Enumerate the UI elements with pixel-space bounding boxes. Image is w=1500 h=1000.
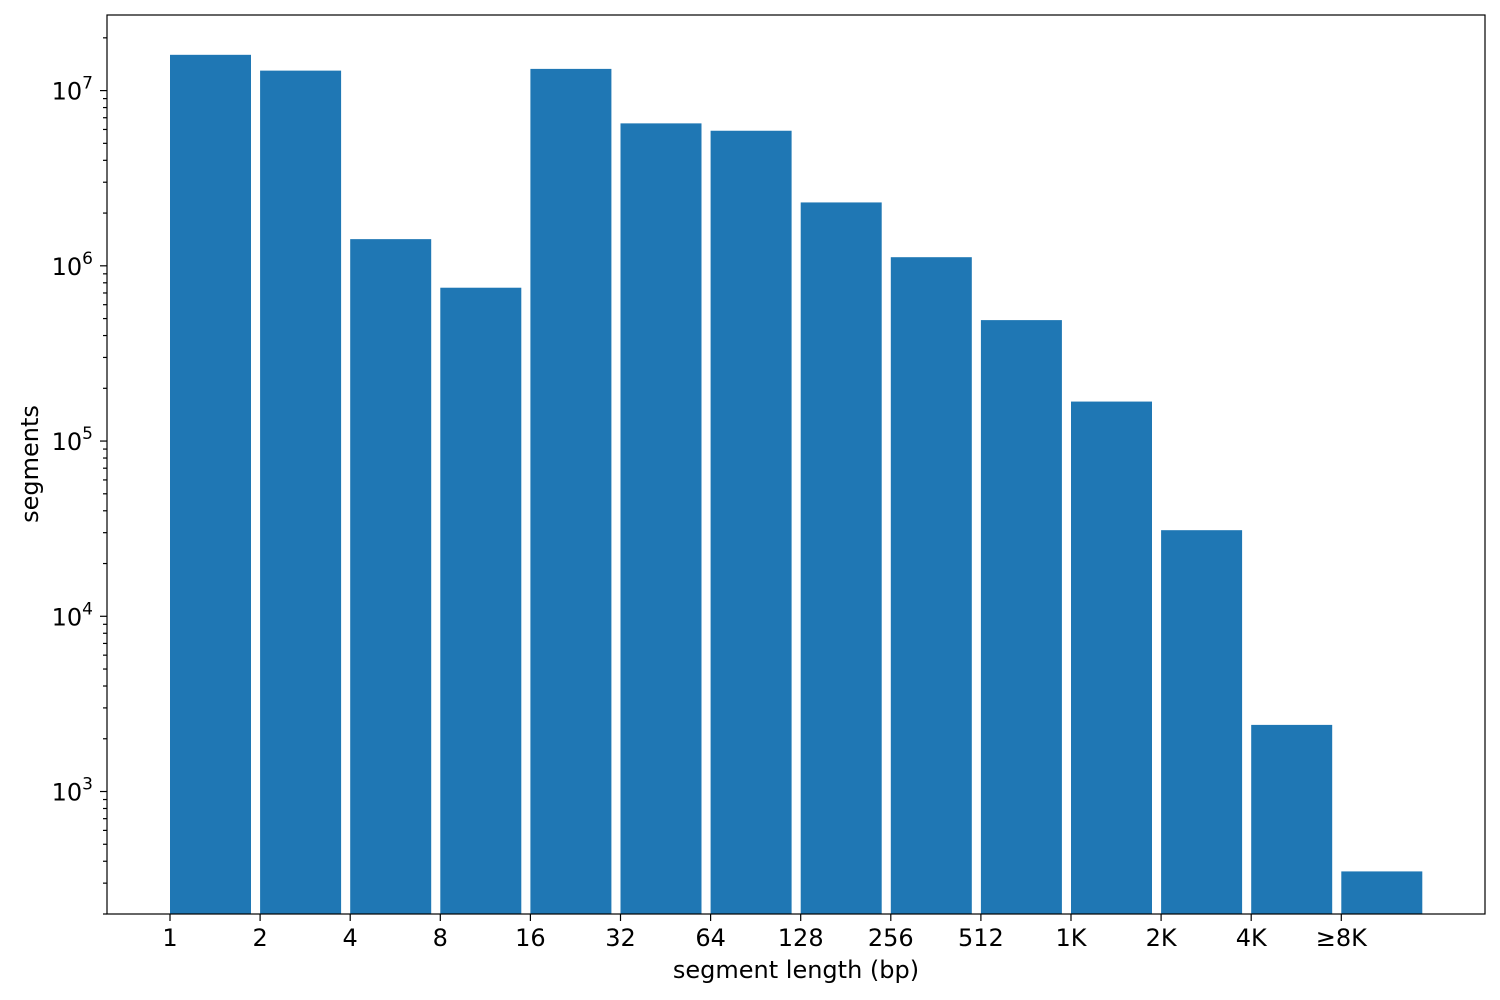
x-tick-label-1: 2 [252,924,267,952]
bar-10 [1071,401,1152,915]
bars-group [170,54,1423,915]
bar-12 [1251,724,1333,914]
y-tick-label-2: 105 [52,424,93,456]
bar-11 [1161,530,1243,914]
y-axis-label: segments [16,405,44,523]
bar-2 [350,239,432,915]
x-tick-label-6: 64 [695,924,726,952]
y-tick-label-3: 106 [52,249,93,281]
x-tick-label-5: 32 [605,924,636,952]
y-tick-label-1: 104 [52,599,93,631]
bar-9 [980,320,1062,914]
bar-13 [1341,871,1423,914]
bar-5 [620,123,702,915]
bar-0 [170,54,251,915]
x-tick-label-9: 512 [958,924,1004,952]
bar-3 [440,287,522,914]
y-tick-label-0: 103 [52,775,93,807]
x-tick-label-7: 128 [778,924,824,952]
x-tick-label-13: ≥8K [1316,924,1368,952]
x-axis-label: segment length (bp) [673,956,919,984]
x-tick-label-11: 2K [1146,924,1178,952]
x-tick-label-4: 16 [515,924,546,952]
bar-4 [530,68,612,914]
x-tick-label-2: 4 [343,924,358,952]
x-tick-label-3: 8 [433,924,448,952]
bar-8 [890,257,972,914]
x-tick-label-12: 4K [1236,924,1268,952]
y-tick-label-4: 107 [52,74,93,106]
y-axis-ticks: 103 104 105 106 107 [52,37,107,915]
x-axis-ticks: 1 2 4 8 16 32 64 128 256 512 1K 2K 4K ≥8K [162,914,1368,952]
x-tick-label-10: 1K [1055,924,1087,952]
bar-7 [800,202,882,915]
plot-frame [106,14,1486,915]
bar-1 [260,70,342,914]
x-tick-label-0: 1 [162,924,177,952]
bar-6 [710,130,792,914]
x-tick-label-8: 256 [868,924,914,952]
